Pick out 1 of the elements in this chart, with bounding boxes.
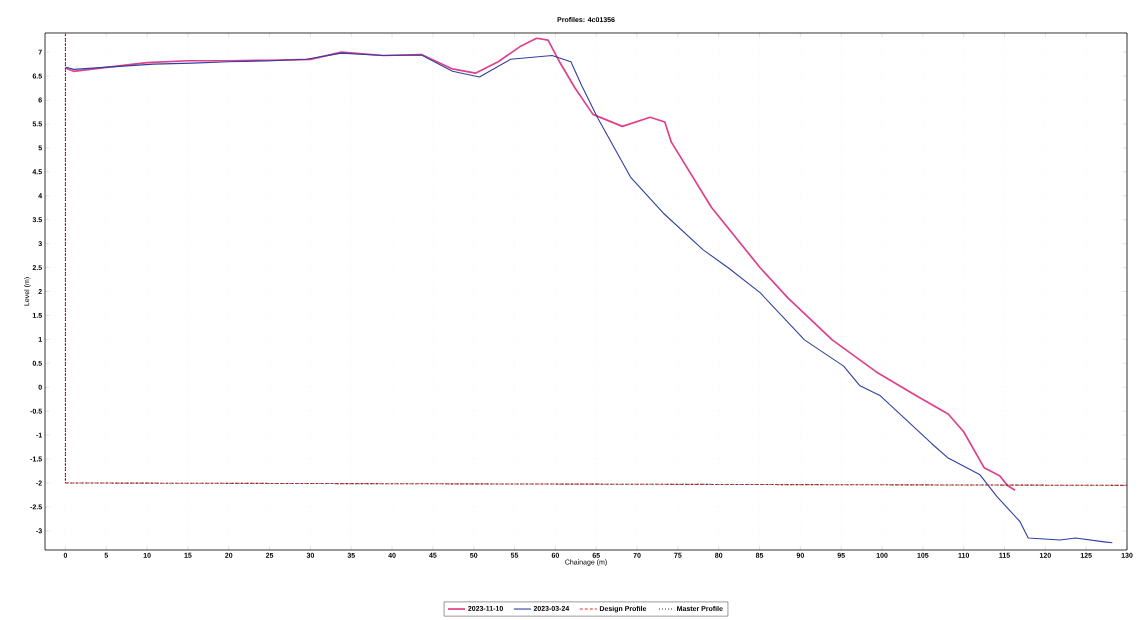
line-series xyxy=(64,52,1113,544)
